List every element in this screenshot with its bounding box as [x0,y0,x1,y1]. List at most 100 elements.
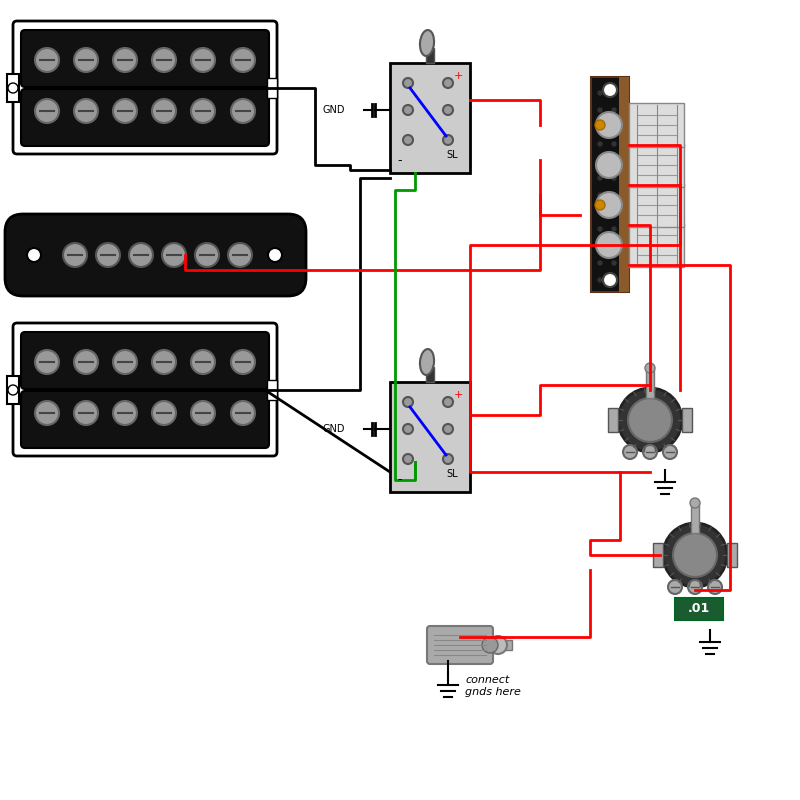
Circle shape [598,142,602,146]
Circle shape [443,135,453,145]
Circle shape [595,200,605,210]
Bar [682,408,692,432]
Bar [267,78,277,98]
Circle shape [191,401,215,425]
Circle shape [596,192,622,218]
Circle shape [643,445,657,459]
Bar [7,376,19,404]
Circle shape [191,99,215,123]
Circle shape [612,244,616,248]
Bar [653,543,663,567]
Ellipse shape [420,30,434,56]
Circle shape [63,243,87,267]
Text: +: + [454,390,462,400]
Circle shape [152,350,176,374]
Circle shape [612,227,616,231]
Circle shape [113,350,137,374]
Bar [619,77,629,292]
Circle shape [603,273,617,287]
Circle shape [598,91,602,95]
Circle shape [96,243,120,267]
Circle shape [443,397,453,407]
Circle shape [598,227,602,231]
Circle shape [612,261,616,265]
Circle shape [612,193,616,197]
Circle shape [443,424,453,434]
Bar [629,183,684,227]
Circle shape [152,48,176,72]
Circle shape [162,243,186,267]
Circle shape [489,636,507,654]
Bar [675,598,723,620]
Circle shape [598,125,602,129]
Circle shape [623,445,637,459]
Circle shape [598,159,602,163]
Circle shape [74,401,98,425]
Circle shape [231,48,255,72]
Circle shape [628,398,672,442]
Bar [727,543,737,567]
Circle shape [403,424,413,434]
Bar [629,103,684,147]
Circle shape [612,125,616,129]
Text: connect
gnds here: connect gnds here [465,675,521,697]
Text: SL: SL [446,469,458,479]
Circle shape [228,243,252,267]
Circle shape [231,350,255,374]
Bar [591,77,629,292]
Circle shape [603,83,617,97]
Bar [426,367,434,382]
Circle shape [113,99,137,123]
Circle shape [612,210,616,214]
Circle shape [8,83,18,93]
Bar [691,503,699,533]
Circle shape [443,78,453,88]
Text: GND: GND [322,424,346,434]
Circle shape [598,193,602,197]
Circle shape [191,350,215,374]
Circle shape [152,401,176,425]
Bar [490,640,512,650]
Circle shape [663,445,677,459]
Circle shape [596,112,622,138]
Circle shape [443,105,453,115]
Circle shape [596,232,622,258]
Circle shape [129,243,153,267]
Circle shape [612,142,616,146]
Bar [426,48,434,63]
Circle shape [191,48,215,72]
Text: GND: GND [322,105,346,115]
Bar [629,223,684,267]
Circle shape [403,135,413,145]
Ellipse shape [420,349,434,375]
Text: +: + [454,71,462,81]
Circle shape [35,48,59,72]
Circle shape [74,99,98,123]
Circle shape [598,108,602,112]
Circle shape [598,176,602,180]
FancyBboxPatch shape [21,332,269,389]
Bar [629,143,684,187]
Circle shape [663,523,727,587]
Bar [646,368,654,398]
Circle shape [596,152,622,178]
Circle shape [618,388,682,452]
Circle shape [645,363,655,373]
Circle shape [598,278,602,282]
Circle shape [612,278,616,282]
Circle shape [195,243,219,267]
Circle shape [74,350,98,374]
Bar [608,408,618,432]
FancyBboxPatch shape [21,89,269,146]
Text: -: - [398,474,402,486]
Circle shape [8,385,18,395]
Circle shape [403,454,413,464]
Circle shape [403,105,413,115]
Circle shape [152,99,176,123]
Circle shape [612,91,616,95]
FancyBboxPatch shape [21,30,269,87]
Circle shape [598,244,602,248]
FancyBboxPatch shape [5,214,306,296]
Circle shape [598,261,602,265]
Bar [7,74,19,102]
